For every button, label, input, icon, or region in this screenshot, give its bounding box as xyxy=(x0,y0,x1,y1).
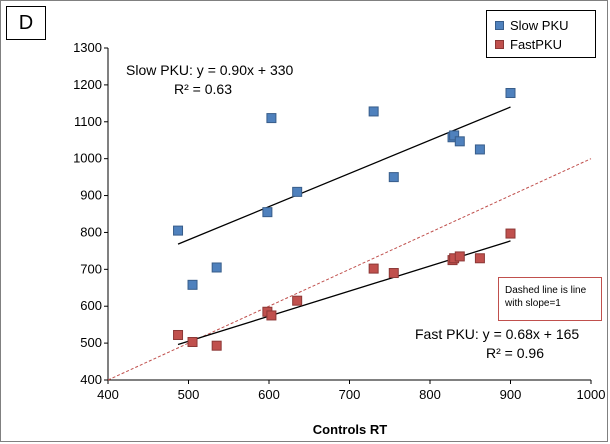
x-tick-label: 700 xyxy=(339,387,361,402)
legend: Slow PKU FastPKU xyxy=(486,10,596,58)
x-axis-title: Controls RT xyxy=(313,422,387,437)
data-point-series-0 xyxy=(449,130,460,141)
x-tick-label: 500 xyxy=(178,387,200,402)
panel-label: D xyxy=(6,6,46,40)
legend-label-fast-pku: FastPKU xyxy=(510,36,563,52)
data-point-series-0 xyxy=(211,262,222,273)
y-axis-ticks: 400 500 600 700 800 900 1000 1100 1200 1300 xyxy=(73,40,108,387)
trendline-series-0 xyxy=(177,106,511,245)
y-tick-label: 1300 xyxy=(73,40,102,55)
x-tick-label: 1000 xyxy=(577,387,606,402)
data-point-series-0 xyxy=(368,106,379,117)
y-tick-label: 500 xyxy=(80,335,102,350)
data-point-series-0 xyxy=(388,172,399,183)
x-axis-ticks: 400 500 600 700 800 900 1000 xyxy=(97,380,605,402)
reference-line-slope-1 xyxy=(107,158,592,381)
x-tick-label: 400 xyxy=(97,387,119,402)
x-tick-label: 600 xyxy=(258,387,280,402)
legend-swatch-fast-pku xyxy=(495,39,504,49)
y-tick-label: 700 xyxy=(80,261,102,276)
data-point-series-1 xyxy=(474,253,485,264)
legend-label-slow-pku: Slow PKU xyxy=(510,17,569,33)
x-tick-label: 900 xyxy=(500,387,522,402)
data-point-series-0 xyxy=(292,186,303,197)
data-point-series-1 xyxy=(266,310,277,321)
fast-pku-equation: Fast PKU: y = 0.68x + 165 xyxy=(415,326,579,342)
legend-item-slow-pku: Slow PKU xyxy=(495,16,569,34)
data-point-series-1 xyxy=(505,228,516,239)
slow-pku-equation: Slow PKU: y = 0.90x + 330 xyxy=(126,62,294,78)
slow-pku-r-squared: R² = 0.63 xyxy=(174,81,232,97)
y-tick-label: 800 xyxy=(80,224,102,239)
legend-swatch-slow-pku xyxy=(495,20,504,30)
data-point-series-1 xyxy=(173,329,184,340)
data-point-series-0 xyxy=(187,279,198,290)
y-tick-label: 400 xyxy=(80,372,102,387)
y-tick-label: 900 xyxy=(80,188,102,203)
y-tick-label: 1000 xyxy=(73,151,102,166)
x-tick-label: 800 xyxy=(419,387,441,402)
data-point-series-0 xyxy=(474,144,485,155)
data-point-series-1 xyxy=(368,263,379,274)
data-point-series-0 xyxy=(266,113,277,124)
data-point-series-0 xyxy=(454,136,465,147)
data-point-series-0 xyxy=(173,225,184,236)
annotation-box: Dashed line is line with slope=1 xyxy=(498,277,602,321)
y-tick-label: 1100 xyxy=(74,114,102,129)
legend-item-fast-pku: FastPKU xyxy=(495,35,562,53)
data-point-series-0 xyxy=(262,207,273,218)
y-tick-label: 1200 xyxy=(73,77,102,92)
data-point-series-1 xyxy=(187,337,198,348)
y-tick-label: 600 xyxy=(80,298,102,313)
data-point-series-1 xyxy=(454,251,465,262)
data-point-series-1 xyxy=(388,268,399,279)
data-points xyxy=(173,88,516,351)
data-point-series-0 xyxy=(505,88,516,99)
fast-pku-r-squared: R² = 0.96 xyxy=(486,345,544,361)
data-point-series-1 xyxy=(211,340,222,351)
data-point-series-1 xyxy=(292,295,303,306)
